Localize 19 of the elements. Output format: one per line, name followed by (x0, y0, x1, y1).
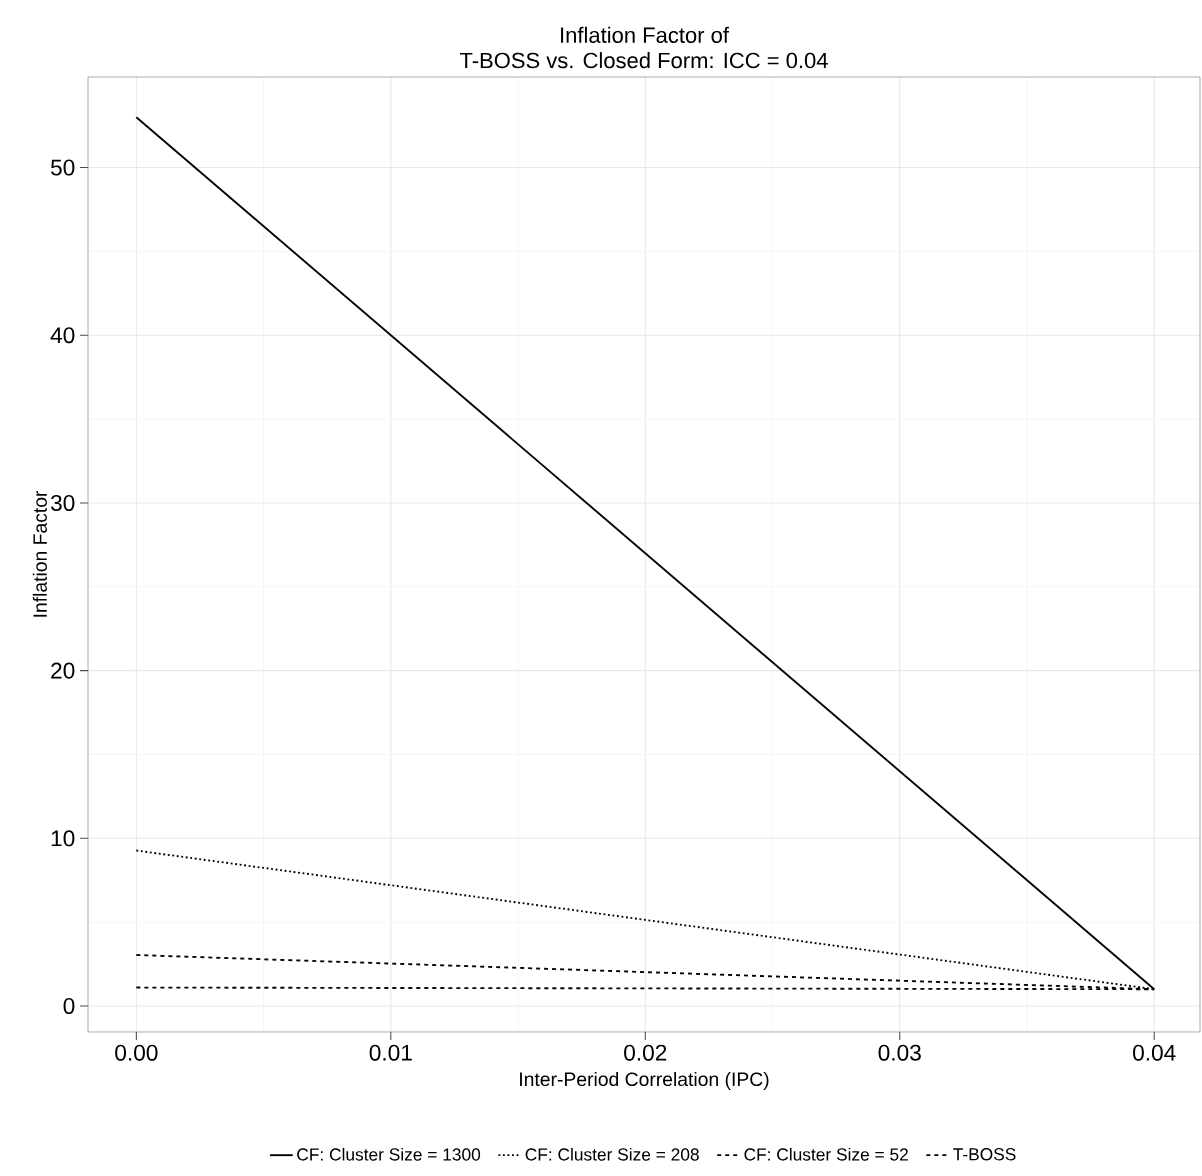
y-tick-label: 20 (51, 662, 75, 679)
y-tick-label: 30 (50, 494, 75, 511)
y-axis-title: Inflation Factor (32, 490, 47, 617)
legend-label: CF: Cluster Size = 52 (744, 1147, 908, 1161)
legend-label: T-BOSS (953, 1148, 1016, 1161)
x-tick-label: 0.01 (369, 1044, 412, 1061)
legend-label: CF: Cluster Size = 1300 (297, 1147, 481, 1161)
y-tick-label: 0 (63, 997, 75, 1015)
x-tick-label: 0.04 (1133, 1044, 1176, 1061)
chart-title: Inflation Factor of (561, 26, 729, 43)
y-tick-label: 40 (50, 327, 75, 344)
chart-subtitle: T-BOSS vs. Closed Form: ICC = 0.04 (460, 52, 828, 69)
y-tick-label: 10 (51, 830, 75, 847)
x-tick-label: 0.00 (115, 1044, 158, 1061)
y-tick-label: 50 (50, 159, 75, 176)
x-axis-title: Inter-Period Correlation (IPC) (520, 1071, 769, 1090)
x-tick-label: 0.02 (624, 1044, 667, 1061)
x-tick-label: 0.03 (878, 1044, 921, 1061)
legend-label: CF: Cluster Size = 208 (525, 1147, 699, 1161)
